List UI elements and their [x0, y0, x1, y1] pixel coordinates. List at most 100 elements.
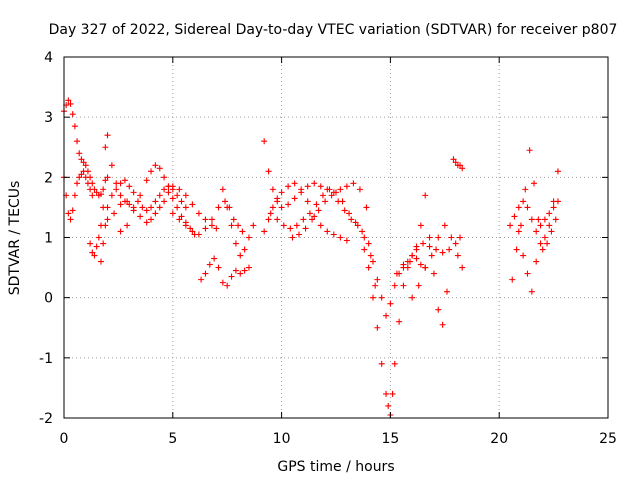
data-point — [389, 390, 396, 397]
data-point — [524, 204, 531, 211]
data-point — [337, 234, 344, 241]
data-point — [367, 252, 374, 259]
data-point — [265, 216, 272, 223]
data-point — [269, 204, 276, 211]
data-point — [544, 240, 551, 247]
data-point — [182, 192, 189, 199]
series-14 — [361, 246, 429, 418]
data-point — [341, 207, 348, 214]
data-point — [435, 306, 442, 313]
data-point — [67, 100, 74, 107]
data-point — [378, 294, 385, 301]
y-tick-labels: -2 -1 0 1 2 3 4 — [39, 50, 53, 427]
data-point — [213, 225, 220, 232]
data-point — [202, 270, 209, 277]
data-point — [457, 162, 464, 169]
data-point — [417, 261, 424, 268]
series-6 — [117, 162, 198, 238]
data-point — [108, 162, 115, 169]
data-point — [165, 189, 172, 196]
data-point — [235, 222, 242, 229]
data-point — [439, 249, 446, 256]
data-point — [137, 192, 144, 199]
data-point — [95, 234, 102, 241]
data-point — [374, 276, 381, 283]
data-point — [509, 276, 516, 283]
data-point — [232, 240, 239, 247]
data-point — [311, 180, 318, 187]
data-point — [330, 231, 337, 238]
data-point — [143, 207, 150, 214]
data-point — [541, 216, 548, 223]
data-point — [76, 150, 83, 157]
data-point — [528, 216, 535, 223]
data-point — [309, 216, 316, 223]
data-point — [102, 144, 109, 151]
data-point — [124, 222, 131, 229]
data-points — [61, 97, 561, 418]
data-point — [296, 231, 303, 238]
data-point — [369, 294, 376, 301]
data-point — [378, 360, 385, 367]
data-point — [285, 201, 292, 208]
data-point — [174, 204, 181, 211]
data-point — [383, 312, 390, 319]
data-point — [535, 216, 542, 223]
x-tick-label: 20 — [490, 431, 508, 447]
series-19 — [507, 198, 561, 235]
data-point — [293, 222, 300, 229]
data-point — [178, 213, 185, 220]
data-point — [67, 216, 74, 223]
data-point — [533, 228, 540, 235]
data-point — [241, 246, 248, 253]
data-point — [269, 186, 276, 193]
data-point — [289, 234, 296, 241]
data-point — [352, 219, 359, 226]
data-point — [148, 204, 155, 211]
data-point — [176, 186, 183, 193]
series-5 — [104, 183, 220, 232]
data-point — [422, 264, 429, 271]
data-point — [97, 258, 104, 265]
data-point — [65, 97, 72, 104]
x-axis-label: GPS time / hours — [277, 459, 394, 475]
data-point — [230, 216, 237, 223]
data-point — [165, 183, 172, 190]
data-point — [300, 216, 307, 223]
series-16 — [393, 234, 464, 277]
data-point — [117, 192, 124, 199]
data-point — [93, 243, 100, 250]
data-point — [143, 177, 150, 184]
data-point — [176, 216, 183, 223]
data-point — [326, 186, 333, 193]
series-11 — [261, 180, 350, 244]
series-12 — [267, 186, 376, 265]
y-tick-label: -1 — [39, 351, 53, 367]
data-point — [552, 216, 559, 223]
data-point — [446, 246, 453, 253]
data-point — [346, 210, 353, 217]
data-point — [291, 195, 298, 202]
data-point — [537, 222, 544, 229]
data-point — [124, 198, 131, 205]
data-point — [224, 282, 231, 289]
data-point — [337, 186, 344, 193]
data-point — [452, 240, 459, 247]
data-point — [319, 192, 326, 199]
data-point — [245, 234, 252, 241]
data-point — [354, 222, 361, 229]
data-point — [228, 273, 235, 280]
x-tick-label: 15 — [381, 431, 399, 447]
data-point — [267, 210, 274, 217]
data-point — [348, 216, 355, 223]
data-point — [324, 228, 331, 235]
plot-frame — [63, 56, 609, 419]
data-point — [82, 162, 89, 169]
y-tick-label: 2 — [44, 170, 53, 186]
grid-lines — [64, 57, 608, 418]
data-point — [148, 216, 155, 223]
x-tick-label: 0 — [60, 431, 69, 447]
data-point — [400, 264, 407, 271]
data-point — [369, 258, 376, 265]
data-point — [515, 228, 522, 235]
